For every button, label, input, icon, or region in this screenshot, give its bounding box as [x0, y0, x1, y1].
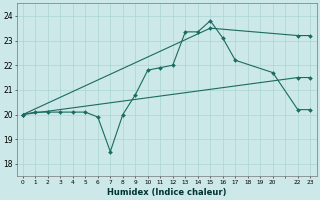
X-axis label: Humidex (Indice chaleur): Humidex (Indice chaleur)	[107, 188, 226, 197]
